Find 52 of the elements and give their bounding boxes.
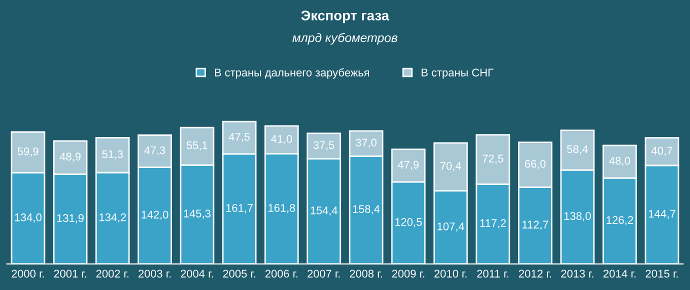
data-label: 112,7 bbox=[522, 220, 548, 230]
data-label: 134,0 bbox=[14, 213, 42, 223]
data-label: 120,5 bbox=[395, 218, 422, 228]
data-label: 37,5 bbox=[313, 141, 334, 150]
data-label: 131,9 bbox=[57, 214, 84, 224]
data-label: 51,3 bbox=[102, 150, 123, 160]
data-label: 47,9 bbox=[398, 160, 419, 170]
data-label: 144,7 bbox=[648, 210, 676, 219]
data-label: 154,4 bbox=[310, 206, 338, 216]
data-label: 41,0 bbox=[271, 135, 292, 144]
data-label: 47,3 bbox=[144, 146, 166, 156]
x-tick-label: 2010 г. bbox=[434, 270, 466, 278]
x-tick-label: 2006 г. bbox=[265, 270, 298, 278]
x-tick-label: 2005 г. bbox=[223, 270, 256, 278]
data-label: 161,8 bbox=[268, 204, 296, 214]
data-label: 40,7 bbox=[651, 146, 672, 156]
data-label: 66,0 bbox=[524, 160, 546, 170]
legend-label: В страны СНГ bbox=[422, 68, 494, 79]
legend-label: В страны дальнего зарубежья bbox=[215, 68, 369, 79]
data-label: 47,5 bbox=[228, 132, 250, 142]
data-label: 145,3 bbox=[184, 210, 210, 219]
data-label: 142,0 bbox=[142, 210, 168, 220]
x-tick-label: 2001 г. bbox=[54, 270, 86, 278]
chart-subtitle: млрд кубометров bbox=[292, 32, 398, 45]
data-label: 70,4 bbox=[440, 162, 462, 172]
data-label: 37,0 bbox=[356, 138, 377, 148]
chart-title: Экспорт газа bbox=[301, 10, 390, 24]
data-label: 158,4 bbox=[353, 205, 380, 214]
data-label: 134,2 bbox=[100, 213, 126, 223]
x-tick-label: 2004 г. bbox=[180, 270, 213, 278]
data-label: 48,9 bbox=[60, 152, 81, 162]
data-label: 138,0 bbox=[564, 212, 591, 222]
x-tick-label: 2008 г. bbox=[350, 270, 382, 278]
data-label: 107,4 bbox=[438, 222, 464, 232]
data-label: 58,4 bbox=[567, 145, 588, 154]
x-tick-label: 2012 г. bbox=[518, 270, 551, 278]
x-tick-label: 2015 г. bbox=[646, 270, 678, 278]
x-tick-label: 2014 г. bbox=[603, 270, 636, 278]
data-label: 48,0 bbox=[609, 156, 630, 166]
x-tick-label: 2009 г. bbox=[392, 270, 424, 278]
data-label: 55,1 bbox=[186, 142, 208, 151]
x-tick-label: 2013 г. bbox=[561, 270, 594, 278]
data-label: 59,9 bbox=[18, 147, 38, 157]
data-label: 126,2 bbox=[606, 216, 634, 226]
data-label: 117,2 bbox=[480, 219, 506, 228]
x-tick-label: 2002 г. bbox=[96, 270, 128, 278]
x-tick-label: 2000 г. bbox=[12, 270, 44, 278]
data-label: 161,7 bbox=[226, 204, 253, 214]
x-tick-label: 2003 г. bbox=[138, 270, 171, 278]
x-tick-label: 2007 г. bbox=[308, 270, 340, 278]
data-label: 72,5 bbox=[482, 154, 504, 164]
x-tick-label: 2011 г. bbox=[477, 270, 508, 278]
